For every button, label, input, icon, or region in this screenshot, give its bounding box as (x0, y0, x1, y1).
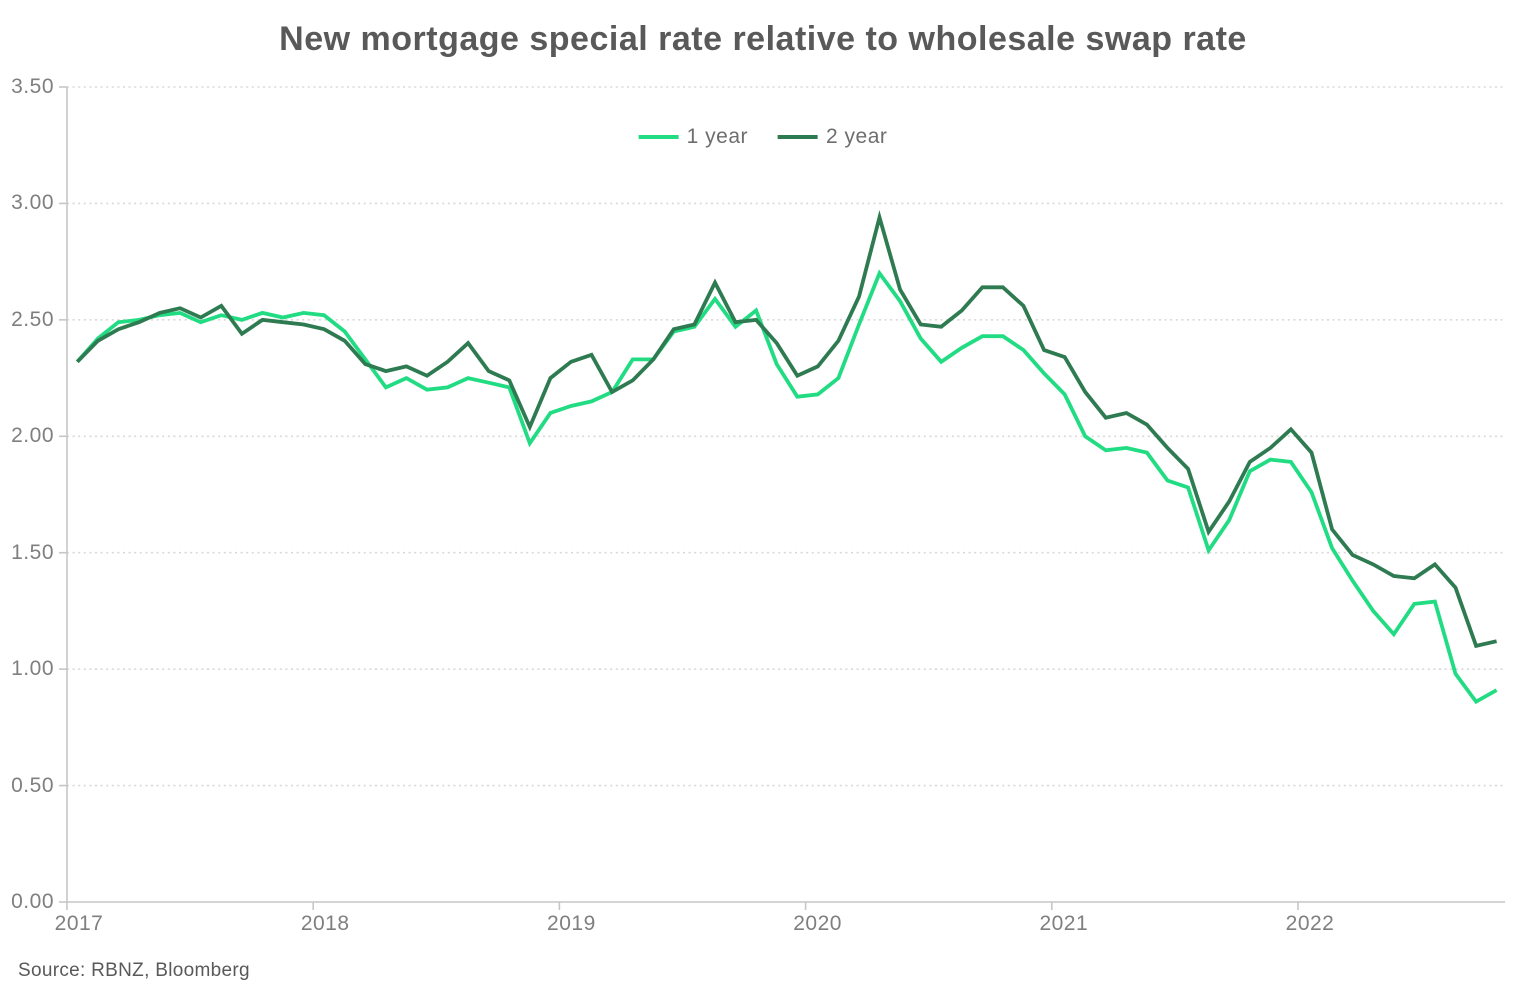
legend-item-1-year: 1 year (638, 125, 748, 149)
x-axis-label: 2017 (54, 912, 104, 935)
x-axis-label: 2018 (300, 912, 350, 935)
y-axis-label: 3.00 (11, 191, 54, 215)
legend-swatch-1-year (638, 135, 679, 139)
y-axis-label: 0.00 (11, 890, 54, 913)
series-line-2-year (75, 210, 1498, 649)
x-axis-label: 2022 (1285, 912, 1335, 935)
legend-label-1-year: 1 year (686, 125, 748, 148)
legend-label-2-year: 2 year (826, 125, 888, 148)
legend-item-2-year: 2 year (778, 125, 887, 149)
legend-swatch-2-year (778, 135, 818, 139)
x-axis-label: 2021 (1039, 912, 1089, 935)
source-note: Source: RBNZ, Bloomberg (18, 960, 250, 981)
y-axis-label: 1.50 (11, 540, 54, 564)
y-axis-label: 2.00 (11, 424, 54, 448)
legend: 1 year 2 year (638, 125, 888, 149)
y-axis-label: 0.50 (11, 773, 54, 797)
y-axis-label: 3.50 (11, 75, 54, 98)
x-axis-label: 2020 (793, 912, 842, 935)
chart-title: New mortgage special rate relative to wh… (279, 20, 1247, 58)
y-axis-label: 2.50 (11, 307, 54, 331)
series-line-1-year (75, 269, 1498, 705)
y-axis-label: 1.00 (11, 657, 54, 681)
x-axis-label: 2019 (547, 912, 596, 935)
